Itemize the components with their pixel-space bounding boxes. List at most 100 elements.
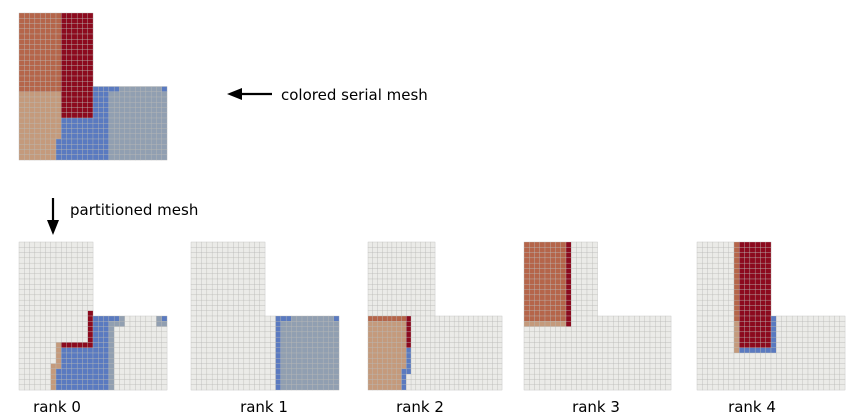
- mesh-cell: [190, 257, 197, 264]
- mesh-cell: [576, 257, 582, 264]
- mesh-cell: [55, 284, 62, 290]
- mesh-cell: [754, 241, 761, 248]
- mesh-cell: [728, 257, 735, 264]
- mesh-cell: [76, 373, 83, 380]
- mesh-cell: [39, 368, 46, 375]
- mesh-cell: [576, 342, 582, 348]
- mesh-cell: [468, 336, 474, 343]
- mesh-cell: [66, 278, 73, 285]
- mesh-cell: [24, 86, 30, 92]
- mesh-cell: [613, 358, 619, 364]
- mesh-cell: [34, 342, 41, 348]
- mesh-cell: [129, 149, 136, 155]
- mesh-cell: [24, 18, 30, 24]
- mesh-cell: [222, 347, 229, 354]
- mesh-cell: [386, 384, 393, 391]
- mesh-cell: [18, 368, 25, 375]
- mesh-cell: [18, 284, 25, 290]
- mesh-cell: [749, 336, 756, 343]
- mesh-cell: [386, 294, 393, 301]
- mesh-cell: [415, 384, 421, 391]
- mesh-cell: [34, 363, 41, 370]
- mesh-cell: [71, 363, 78, 370]
- mesh-cell: [66, 347, 73, 354]
- mesh-cell: [76, 257, 83, 264]
- mesh-cell: [544, 331, 551, 338]
- mesh-cell: [50, 123, 57, 129]
- mesh-cell: [119, 96, 125, 103]
- mesh-cell: [34, 305, 41, 311]
- mesh-cell: [529, 268, 535, 274]
- mesh-cell: [113, 321, 120, 327]
- mesh-cell: [71, 49, 78, 56]
- mesh-cell: [458, 384, 464, 391]
- mesh-cell: [18, 310, 25, 317]
- mesh-cell: [760, 352, 766, 359]
- mesh-cell: [765, 373, 772, 380]
- mesh-cell: [776, 352, 782, 359]
- mesh-cell: [581, 268, 588, 274]
- mesh-cell: [238, 257, 245, 264]
- mesh-cell: [82, 352, 88, 359]
- mesh-cell: [50, 117, 57, 124]
- mesh-cell: [87, 91, 94, 98]
- mesh-cell: [18, 268, 25, 274]
- mesh-cell: [135, 368, 141, 375]
- mesh-cell: [420, 284, 426, 290]
- mesh-cell: [430, 363, 436, 370]
- mesh-cell: [702, 262, 708, 269]
- mesh-cell: [103, 352, 110, 359]
- mesh-cell: [29, 262, 36, 269]
- mesh-cell: [492, 336, 498, 343]
- mesh-cell: [82, 39, 88, 45]
- mesh-cell: [391, 373, 397, 380]
- mesh-cell: [776, 336, 782, 343]
- mesh-cell: [248, 373, 255, 380]
- mesh-cell: [439, 363, 445, 370]
- mesh-cell: [71, 347, 78, 354]
- mesh-cell: [61, 107, 67, 113]
- mesh-cell: [739, 247, 745, 253]
- mesh-cell: [367, 273, 374, 280]
- mesh-cell: [765, 284, 772, 290]
- mesh-cell: [39, 384, 46, 391]
- mesh-cell: [238, 310, 245, 317]
- mesh-cell: [749, 299, 756, 306]
- mesh-cell: [717, 379, 724, 385]
- mesh-cell: [71, 107, 78, 113]
- mesh-cell: [24, 315, 30, 322]
- mesh-cell: [382, 289, 388, 296]
- mesh-cell: [707, 310, 714, 317]
- mesh-cell: [707, 294, 714, 301]
- mesh-cell: [39, 363, 46, 370]
- mesh-cell: [150, 347, 157, 354]
- mesh-cell: [50, 154, 57, 161]
- mesh-cell: [728, 310, 735, 317]
- mesh-cell: [449, 358, 455, 364]
- mesh-cell: [45, 336, 51, 343]
- mesh-cell: [807, 379, 814, 385]
- mesh-cell: [61, 96, 67, 103]
- mesh-cell: [29, 321, 36, 327]
- mesh-cell: [76, 33, 83, 40]
- mesh-cell: [391, 262, 397, 269]
- mesh-cell: [124, 91, 131, 98]
- mesh-cell: [367, 358, 374, 364]
- serial-arrow: [227, 88, 272, 100]
- mesh-cell: [206, 368, 213, 375]
- mesh-cell: [702, 284, 708, 290]
- mesh-cell: [834, 315, 840, 322]
- mesh-cell: [386, 252, 393, 259]
- mesh-cell: [61, 28, 67, 35]
- mesh-cell: [39, 133, 46, 140]
- mesh-cell: [765, 252, 772, 259]
- mesh-cell: [420, 247, 426, 253]
- mesh-cell: [449, 368, 455, 375]
- mesh-cell: [834, 331, 840, 338]
- mesh-cell: [233, 326, 239, 333]
- mesh-cell: [87, 289, 94, 296]
- mesh-cell: [201, 289, 208, 296]
- mesh-cell: [401, 363, 407, 370]
- mesh-cell: [791, 352, 798, 359]
- mesh-cell: [744, 326, 751, 333]
